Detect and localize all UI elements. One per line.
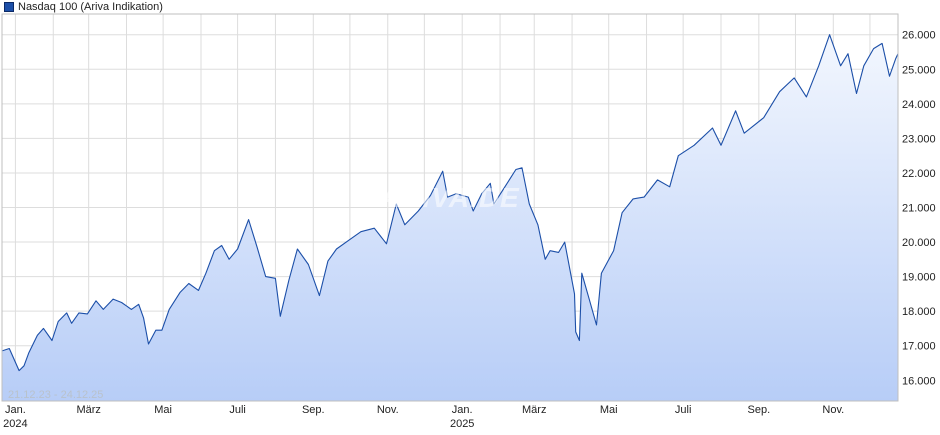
x-tick-label: Nov. (377, 404, 399, 416)
x-tick-label: Mai (154, 404, 172, 416)
y-tick-label: 18.000 (902, 306, 936, 318)
x-tick-label: Juli (229, 404, 246, 416)
y-axis: 16.000 17.000 18.000 19.000 20.000 21.000 22.0… (902, 30, 936, 388)
legend-label: Nasdaq 100 (Ariva Indikation) (18, 1, 163, 13)
y-tick-label: 19.000 (902, 272, 936, 284)
y-tick-label: 24.000 (902, 99, 936, 111)
x-tick-label: März (76, 404, 100, 416)
date-range-label: 21.12.23 - 24.12.25 (8, 389, 104, 401)
x-tick-label: Jan. (5, 404, 26, 416)
x-tick-label: Nov. (822, 404, 844, 416)
x-tick-label: Juli (675, 404, 692, 416)
series-line (2, 34, 898, 372)
plot-frame (1, 13, 899, 402)
x-tick-label: Sep. (748, 404, 771, 416)
x-tick-label: Jan. (452, 404, 473, 416)
x-tick-label: Sep. (302, 404, 325, 416)
legend-swatch (4, 2, 14, 12)
x-tick-year-label: 2025 (450, 418, 474, 430)
y-tick-label: 22.000 (902, 168, 936, 180)
y-tick-label: 21.000 (902, 203, 936, 215)
watermark: ARIVA.DE (380, 182, 520, 213)
x-tick-label: März (522, 404, 546, 416)
y-tick-label: 23.000 (902, 133, 936, 145)
series-area (2, 34, 898, 401)
y-tick-label: 26.000 (902, 30, 936, 42)
x-tick-year-label: 2024 (3, 418, 27, 430)
x-axis: Jan. 2024 März Mai Juli Sep. Nov. Jan. 2025 März M… (3, 404, 844, 430)
y-tick-label: 25.000 (902, 64, 936, 76)
y-tick-label: 16.000 (902, 375, 936, 387)
y-tick-label: 17.000 (902, 341, 936, 353)
x-tick-label: Mai (600, 404, 618, 416)
legend: Nasdaq 100 (Ariva Indikation) (4, 1, 163, 13)
y-tick-label: 20.000 (902, 237, 936, 249)
